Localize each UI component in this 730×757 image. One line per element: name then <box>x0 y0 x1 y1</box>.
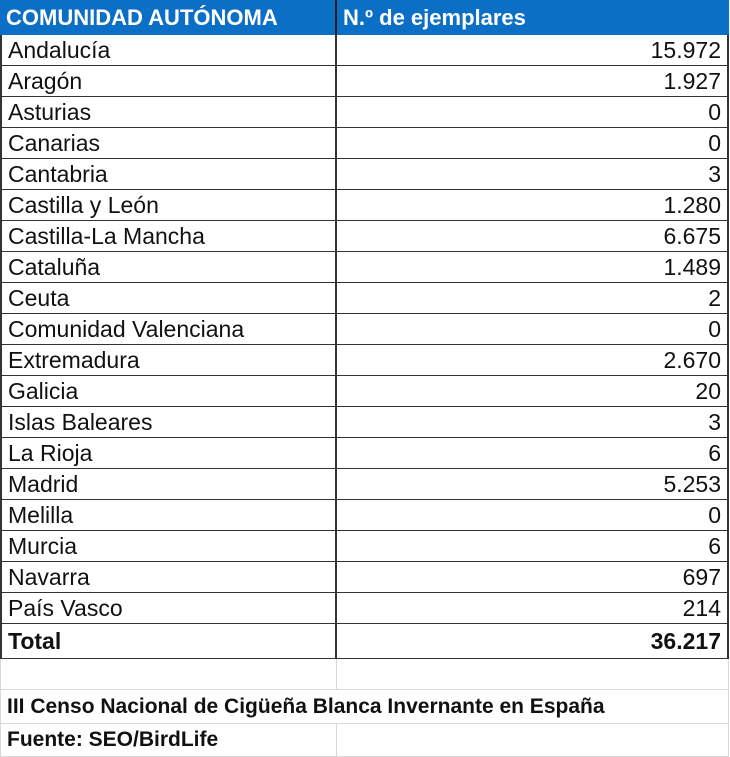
region-cell[interactable]: La Rioja <box>0 438 337 469</box>
table-row: Canarias 0 <box>0 128 729 159</box>
region-cell[interactable]: Galicia <box>0 376 337 407</box>
source-label[interactable]: Fuente: SEO/BirdLife <box>0 724 337 757</box>
region-cell[interactable]: Cataluña <box>0 252 337 283</box>
table-row: Castilla y León 1.280 <box>0 190 729 221</box>
table-row: Cataluña 1.489 <box>0 252 729 283</box>
table-row: Aragón 1.927 <box>0 66 729 97</box>
count-cell[interactable]: 0 <box>337 500 729 531</box>
table-row: Extremadura 2.670 <box>0 345 729 376</box>
region-cell[interactable]: Madrid <box>0 469 337 500</box>
empty-cell[interactable] <box>0 659 337 690</box>
table-row: Melilla 0 <box>0 500 729 531</box>
count-cell[interactable]: 3 <box>337 407 729 438</box>
count-cell[interactable]: 3 <box>337 159 729 190</box>
empty-cell[interactable] <box>337 724 729 757</box>
region-cell[interactable]: Extremadura <box>0 345 337 376</box>
region-cell[interactable]: Navarra <box>0 562 337 593</box>
total-count[interactable]: 36.217 <box>337 624 729 659</box>
region-cell[interactable]: Ceuta <box>0 283 337 314</box>
region-cell[interactable]: Castilla y León <box>0 190 337 221</box>
region-cell[interactable]: Murcia <box>0 531 337 562</box>
count-cell[interactable]: 1.927 <box>337 66 729 97</box>
table-header-row: COMUNIDAD AUTÓNOMA N.º de ejemplares <box>0 0 729 35</box>
region-cell[interactable]: Cantabria <box>0 159 337 190</box>
table-row: Cantabria 3 <box>0 159 729 190</box>
source-row: Fuente: SEO/BirdLife <box>0 724 729 757</box>
table-row: Andalucía 15.972 <box>0 35 729 66</box>
region-cell[interactable]: Islas Baleares <box>0 407 337 438</box>
region-cell[interactable]: Asturias <box>0 97 337 128</box>
total-row: Total 36.217 <box>0 624 729 659</box>
count-cell[interactable]: 15.972 <box>337 35 729 66</box>
table-row: Ceuta 2 <box>0 283 729 314</box>
header-count[interactable]: N.º de ejemplares <box>343 4 526 30</box>
count-cell[interactable]: 6 <box>337 438 729 469</box>
count-cell[interactable]: 0 <box>337 97 729 128</box>
count-cell[interactable]: 5.253 <box>337 469 729 500</box>
count-cell[interactable]: 214 <box>337 593 729 624</box>
header-region[interactable]: COMUNIDAD AUTÓNOMA <box>0 0 337 35</box>
region-cell[interactable]: Andalucía <box>0 35 337 66</box>
count-cell[interactable]: 2 <box>337 283 729 314</box>
count-cell[interactable]: 0 <box>337 128 729 159</box>
region-cell[interactable]: Melilla <box>0 500 337 531</box>
count-cell[interactable]: 6.675 <box>337 221 729 252</box>
table-row: Murcia 6 <box>0 531 729 562</box>
empty-cell[interactable] <box>337 659 729 690</box>
count-cell[interactable]: 697 <box>337 562 729 593</box>
table-row: País Vasco 214 <box>0 593 729 624</box>
region-cell[interactable]: Canarias <box>0 128 337 159</box>
region-cell[interactable]: Castilla-La Mancha <box>0 221 337 252</box>
count-cell[interactable]: 6 <box>337 531 729 562</box>
count-cell[interactable]: 1.280 <box>337 190 729 221</box>
table-row: Galicia 20 <box>0 376 729 407</box>
region-cell[interactable]: País Vasco <box>0 593 337 624</box>
census-title[interactable]: III Censo Nacional de Cigüeña Blanca Inv… <box>0 690 729 724</box>
empty-row <box>0 659 729 690</box>
table-row: Madrid 5.253 <box>0 469 729 500</box>
region-cell[interactable]: Aragón <box>0 66 337 97</box>
total-label[interactable]: Total <box>0 624 337 659</box>
table-row: Comunidad Valenciana 0 <box>0 314 729 345</box>
table-row: Asturias 0 <box>0 97 729 128</box>
region-cell[interactable]: Comunidad Valenciana <box>0 314 337 345</box>
census-title-row: III Censo Nacional de Cigüeña Blanca Inv… <box>0 690 729 724</box>
table-row: Castilla-La Mancha 6.675 <box>0 221 729 252</box>
table-row: Navarra 697 <box>0 562 729 593</box>
count-cell[interactable]: 2.670 <box>337 345 729 376</box>
table-row: Islas Baleares 3 <box>0 407 729 438</box>
count-cell[interactable]: 1.489 <box>337 252 729 283</box>
count-cell[interactable]: 0 <box>337 314 729 345</box>
count-cell[interactable]: 20 <box>337 376 729 407</box>
table-row: La Rioja 6 <box>0 438 729 469</box>
